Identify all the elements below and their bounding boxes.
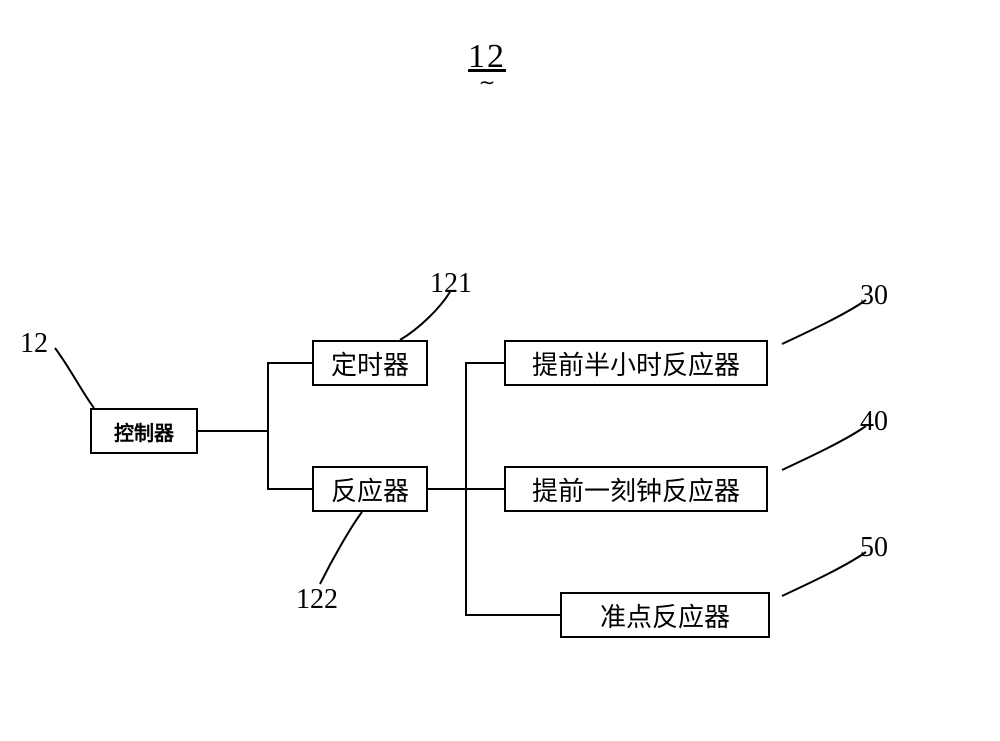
node-reactor-label: 反应器 [331, 471, 409, 508]
ref-label-121: 121 [430, 268, 472, 300]
node-controller: 控制器 [90, 408, 198, 454]
node-r30-label: 提前半小时反应器 [532, 345, 740, 382]
node-r40-label: 提前一刻钟反应器 [532, 471, 740, 508]
diagram-canvas: 12 ∼ 控制器 定时器 反应器 提前半小时反应器 提前一刻钟反应器 准点反应器… [0, 0, 1000, 741]
node-controller-label: 控制器 [114, 417, 174, 446]
node-reactor: 反应器 [312, 466, 428, 512]
node-timer: 定时器 [312, 340, 428, 386]
node-r40: 提前一刻钟反应器 [504, 466, 768, 512]
ref-label-12: 12 [20, 328, 48, 360]
figure-title: 12 ∼ [468, 38, 506, 95]
node-r50: 准点反应器 [560, 592, 770, 638]
ref-label-122: 122 [296, 584, 338, 616]
node-r50-label: 准点反应器 [600, 597, 730, 634]
ref-label-50: 50 [860, 532, 888, 564]
node-timer-label: 定时器 [331, 345, 409, 382]
ref-label-30: 30 [860, 280, 888, 312]
node-r30: 提前半小时反应器 [504, 340, 768, 386]
wires-svg [0, 0, 1000, 741]
ref-label-40: 40 [860, 406, 888, 438]
